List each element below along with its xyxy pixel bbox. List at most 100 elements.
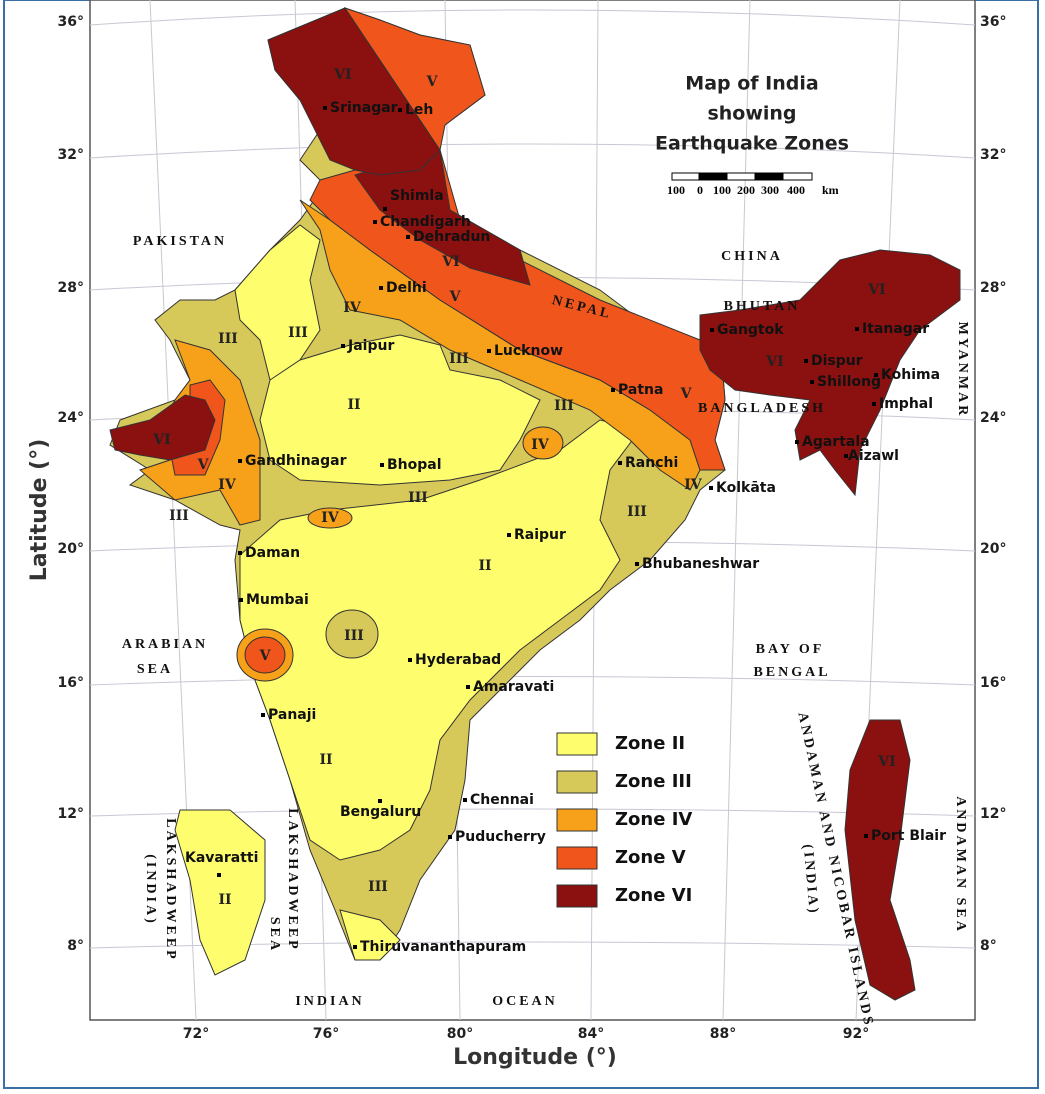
lat-tick-label: 16° <box>980 675 1006 691</box>
city-marker <box>795 440 799 444</box>
zone-label: VI <box>152 432 170 448</box>
scale-bar-graphic <box>671 172 813 181</box>
city-label: Raipur <box>514 527 566 543</box>
legend-label: Zone V <box>615 847 686 868</box>
zone-ii-central <box>259 334 541 486</box>
zone-label: VI <box>765 354 783 370</box>
city-label: Bhubaneshwar <box>642 556 759 572</box>
legend-label: Zone VI <box>615 885 692 906</box>
region-label: BANGLADESH <box>698 401 826 416</box>
scale-label: 100 <box>667 183 685 197</box>
city-marker <box>466 685 470 689</box>
legend-swatch <box>556 808 598 832</box>
city-marker <box>383 207 387 211</box>
city-marker <box>507 533 511 537</box>
zone-iii-blob <box>325 609 379 659</box>
legend-label: Zone II <box>615 733 685 754</box>
city-marker <box>406 235 410 239</box>
city-label: Leh <box>405 102 433 118</box>
city-label: Kavaratti <box>185 850 258 866</box>
zone-label: V <box>259 648 272 664</box>
city-marker <box>487 349 491 353</box>
zone-vi-northeast <box>699 249 961 497</box>
zone-label: VI <box>877 754 895 770</box>
region-label: BAY OF <box>756 642 825 657</box>
region-label: SEA <box>137 662 173 677</box>
region-label: ARABIAN <box>122 637 208 652</box>
region-label: LAKSHADWEEP <box>163 818 178 961</box>
lon-tick-label: 84° <box>578 1026 604 1042</box>
region-label: ANDAMAN SEA <box>953 796 968 934</box>
region-label: BENGAL <box>753 665 830 680</box>
graticule-line <box>722 0 751 1021</box>
zone-label: V <box>449 289 462 305</box>
scale-label: km <box>822 183 839 197</box>
city-label: Dehradun <box>413 229 490 245</box>
city-label: Bengaluru <box>340 804 421 820</box>
city-label: Mumbai <box>246 592 309 608</box>
graticule-line <box>89 676 976 686</box>
lat-tick-label: 8° <box>67 938 84 954</box>
zone-label: V <box>426 74 439 90</box>
zone-ii-south <box>239 419 641 861</box>
lon-tick-label: 88° <box>710 1026 736 1042</box>
scale-label: 200 <box>737 183 755 197</box>
city-marker <box>353 945 357 949</box>
y-axis-label: Latitude (°) <box>27 439 52 582</box>
zone-iv-blob <box>307 507 353 529</box>
city-marker <box>378 799 382 803</box>
city-label: Gandhinagar <box>245 453 347 469</box>
graticule-line <box>89 9 976 26</box>
graticule-line <box>89 143 976 159</box>
lat-tick-label: 20° <box>58 541 84 557</box>
city-marker <box>341 344 345 348</box>
zone-label: II <box>218 892 231 908</box>
city-label: Daman <box>245 545 300 561</box>
city-label: Aizawl <box>848 448 899 464</box>
city-marker <box>874 373 878 377</box>
city-label: Thiruvananthapuram <box>360 939 526 955</box>
lat-tick-label: 28° <box>58 280 84 296</box>
lon-tick-label: 92° <box>843 1026 869 1042</box>
legend-swatch <box>556 884 598 908</box>
city-label: Bhopal <box>387 457 442 473</box>
zone-vi-andaman <box>844 719 916 1001</box>
scale-label: 300 <box>761 183 779 197</box>
city-label: Kolkāta <box>716 480 776 496</box>
zone-label: IV <box>343 300 362 316</box>
zone-label: III <box>368 879 388 895</box>
scale-label: 100 <box>713 183 731 197</box>
zone-label: III <box>169 508 189 524</box>
lat-tick-label: 24° <box>58 410 84 426</box>
region-label: LAKSHADWEEP <box>285 808 300 951</box>
city-marker <box>855 327 859 331</box>
lat-tick-label: 24° <box>980 410 1006 426</box>
city-label: Gangtok <box>717 322 784 338</box>
zone-label: VI <box>867 282 885 298</box>
zone-label: II <box>347 397 360 413</box>
city-marker <box>611 388 615 392</box>
region-label: SEA <box>267 917 282 953</box>
city-label: Dispur <box>811 353 863 369</box>
city-marker <box>463 798 467 802</box>
zone-label: III <box>344 628 364 644</box>
city-marker <box>239 598 243 602</box>
region-label: (INDIA) <box>800 844 821 917</box>
city-label: Patna <box>618 382 663 398</box>
city-marker <box>635 562 639 566</box>
zone-v-ladakh <box>343 7 486 152</box>
city-marker <box>618 461 622 465</box>
map-title: showing <box>707 103 796 125</box>
lat-tick-label: 20° <box>980 541 1006 557</box>
zone-label: IV <box>531 437 550 453</box>
region-label: PAKISTAN <box>133 234 227 249</box>
city-marker <box>872 402 876 406</box>
city-marker <box>238 551 242 555</box>
city-marker <box>408 658 412 662</box>
zone-label: III <box>408 490 428 506</box>
scale-bar <box>671 172 813 181</box>
city-label: Lucknow <box>494 343 563 359</box>
zone-label: V <box>680 386 693 402</box>
zones <box>109 7 961 1001</box>
